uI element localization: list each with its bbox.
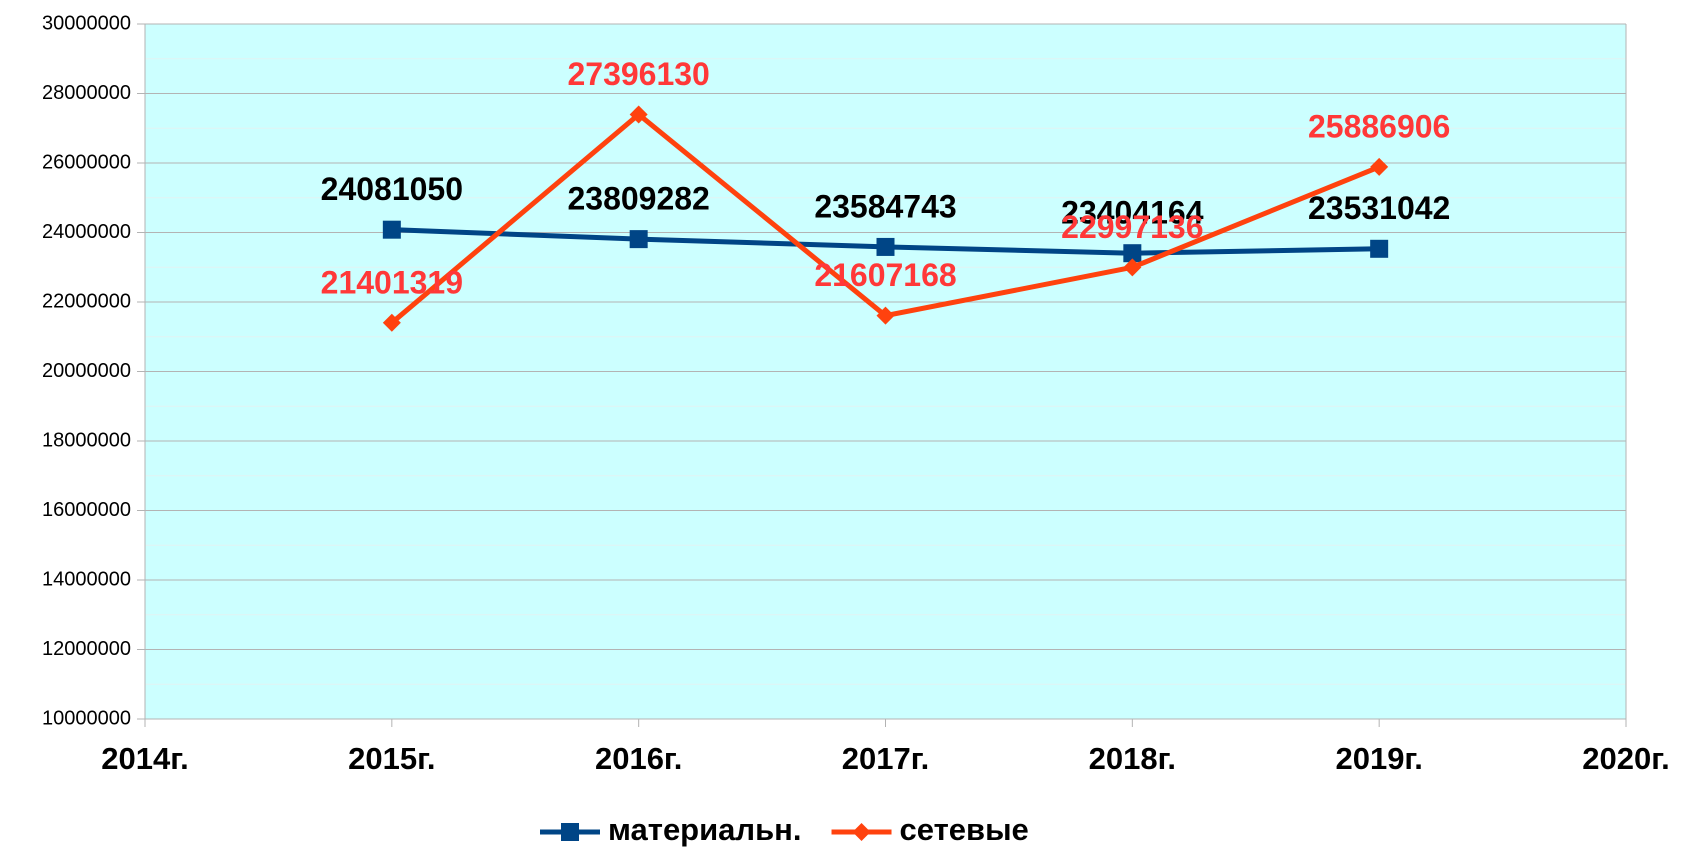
data-point bbox=[629, 105, 648, 124]
x-tick-label: 2020г. bbox=[1582, 741, 1669, 776]
y-tick-label: 26000000 bbox=[42, 151, 131, 173]
x-tick-label: 2017г. bbox=[842, 741, 929, 776]
data-label: 21401319 bbox=[321, 264, 463, 300]
x-tick-label: 2016г. bbox=[595, 741, 682, 776]
legend-marker bbox=[561, 823, 579, 841]
data-point bbox=[876, 306, 895, 325]
data-point bbox=[629, 230, 648, 249]
data-point bbox=[876, 237, 895, 256]
data-point bbox=[382, 220, 401, 239]
data-point bbox=[1370, 157, 1389, 176]
data-label: 23809282 bbox=[567, 181, 709, 217]
data-point bbox=[1123, 244, 1142, 263]
x-tick-label: 2019г. bbox=[1335, 741, 1422, 776]
y-tick-label: 20000000 bbox=[42, 360, 131, 382]
data-label: 23404164 bbox=[1061, 195, 1204, 231]
y-tick-label: 10000000 bbox=[42, 707, 131, 729]
y-tick-label: 28000000 bbox=[42, 82, 131, 104]
x-tick-label: 2014г. bbox=[101, 741, 188, 776]
data-label: 22997136 bbox=[1061, 209, 1203, 245]
y-tick-label: 18000000 bbox=[42, 429, 131, 451]
x-tick-label: 2015г. bbox=[348, 741, 435, 776]
data-label: 25886906 bbox=[1308, 108, 1450, 144]
y-tick-label: 16000000 bbox=[42, 499, 131, 521]
legend-label: сетевые bbox=[900, 812, 1029, 847]
data-label: 23531042 bbox=[1308, 190, 1450, 226]
data-point bbox=[382, 313, 401, 332]
y-tick-label: 30000000 bbox=[42, 12, 131, 34]
y-tick-label: 22000000 bbox=[42, 290, 131, 312]
legend-label: материальн. bbox=[608, 812, 802, 847]
y-tick-label: 12000000 bbox=[42, 638, 131, 660]
legend-marker bbox=[852, 823, 871, 841]
data-label: 27396130 bbox=[567, 56, 709, 92]
data-point bbox=[1123, 258, 1142, 277]
data-label: 21607168 bbox=[814, 257, 956, 293]
x-tick-label: 2018г. bbox=[1089, 741, 1176, 776]
data-label: 23584743 bbox=[814, 188, 956, 224]
y-tick-label: 24000000 bbox=[42, 221, 131, 243]
data-label: 24081050 bbox=[321, 171, 463, 207]
y-tick-label: 14000000 bbox=[42, 568, 131, 590]
data-point bbox=[1370, 239, 1389, 258]
